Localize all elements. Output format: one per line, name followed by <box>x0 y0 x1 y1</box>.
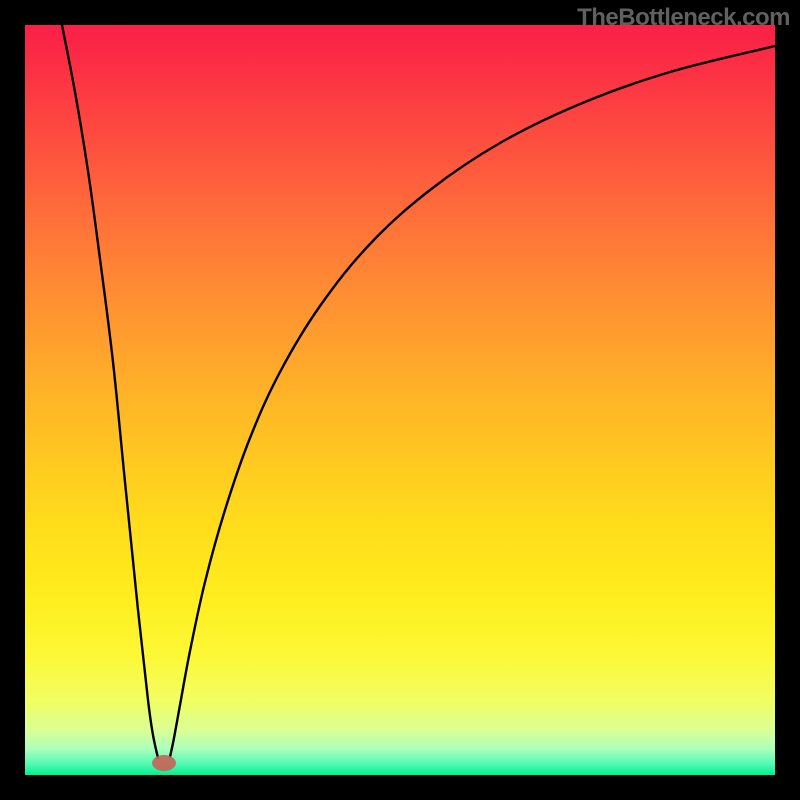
watermark-text: TheBottleneck.com <box>577 4 790 32</box>
plot-area <box>25 25 775 775</box>
bottleneck-chart-svg <box>0 0 800 800</box>
minimum-marker <box>152 755 176 771</box>
chart-container: TheBottleneck.com <box>0 0 800 800</box>
